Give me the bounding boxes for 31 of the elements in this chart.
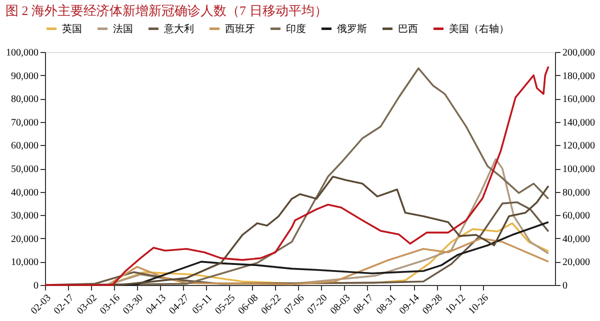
- y2-tick-label: 40,000: [562, 234, 590, 245]
- legend-label: 巴西: [398, 24, 418, 35]
- y-tick-label: 10,000: [11, 257, 38, 268]
- legend-label: 法国: [113, 22, 133, 35]
- y-tick-label: 60,000: [11, 140, 38, 152]
- legend-label: 俄罗斯: [337, 22, 367, 35]
- y-tick-label: 50,000: [11, 164, 38, 175]
- y2-tick-label: 140,000: [562, 117, 595, 128]
- y2-tick-label: 0: [562, 280, 568, 292]
- y2-tick-label: 180,000: [562, 70, 595, 82]
- y-tick-label: 20,000: [11, 234, 38, 245]
- y-tick-label: 70,000: [11, 117, 38, 128]
- y2-tick-label: 20,000: [562, 257, 590, 268]
- y2-tick-label: 120,000: [562, 140, 595, 152]
- y-tick-label: 40,000: [11, 187, 38, 198]
- y2-tick-label: 80,000: [562, 187, 590, 198]
- chart-title: 图 2 海外主要经济体新增新冠确诊人数（7 日移动平均）: [6, 3, 328, 18]
- legend-label: 西班牙: [225, 22, 255, 35]
- legend-label: 印度: [286, 22, 306, 35]
- y-tick-label: 0: [34, 280, 38, 292]
- legend-label: 意大利: [163, 22, 194, 35]
- y2-tick-label: 60,000: [562, 210, 590, 222]
- y2-tick-label: 160,000: [562, 94, 595, 106]
- y2-tick-label: 100,000: [562, 164, 595, 175]
- y2-tick-label: 200,000: [562, 48, 595, 58]
- legend-label: 美国（右轴）: [449, 22, 509, 35]
- legend-label: 英国: [62, 22, 82, 35]
- y-tick-label: 90,000: [11, 70, 38, 82]
- y-tick-label: 80,000: [11, 94, 38, 106]
- y-tick-label: 100,000: [6, 48, 38, 58]
- y-tick-label: 30,000: [11, 210, 38, 222]
